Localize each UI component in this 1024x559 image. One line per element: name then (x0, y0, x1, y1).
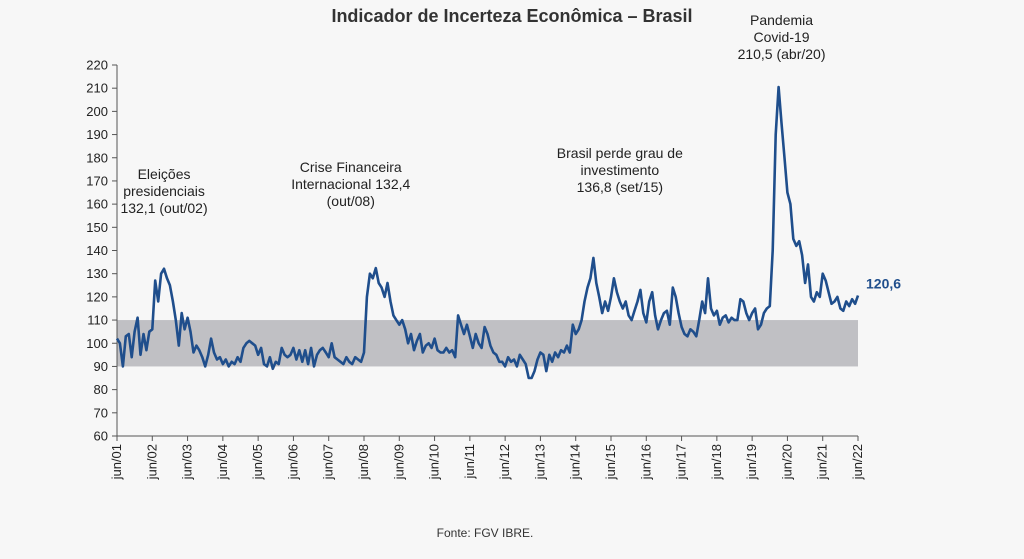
x-tick-label: jun/15 (603, 444, 618, 480)
x-tick-label: jun/03 (180, 444, 195, 480)
x-tick-label: jun/21 (815, 444, 830, 480)
y-tick-label: 130 (86, 266, 108, 281)
x-tick-label: jun/11 (462, 444, 477, 479)
y-tick-label: 190 (86, 127, 108, 142)
annotation-text: Crise Financeira (300, 159, 402, 175)
annotation-text: Eleições (138, 166, 191, 182)
x-tick-label: jun/05 (250, 444, 265, 480)
y-tick-label: 170 (86, 173, 108, 188)
x-tick-label: jun/14 (568, 444, 583, 480)
annotation-text: investimento (581, 162, 660, 178)
y-tick-label: 60 (94, 429, 108, 444)
y-tick-label: 120 (86, 289, 108, 304)
x-tick-label: jun/01 (109, 444, 124, 480)
x-tick-label: jun/16 (638, 444, 653, 480)
annotation-text: presidenciais (123, 183, 205, 199)
x-tick-label: jun/19 (744, 444, 759, 480)
y-tick-label: 160 (86, 197, 108, 212)
chart-source: Fonte: FGV IBRE. (436, 526, 534, 540)
y-tick-label: 200 (86, 104, 108, 119)
x-tick-label: jun/08 (356, 444, 371, 480)
y-tick-label: 140 (86, 243, 108, 258)
y-tick-label: 110 (87, 313, 108, 328)
last-value-label: 120,6 (866, 275, 901, 291)
y-tick-label: 150 (86, 220, 108, 235)
annotation-text: (out/08) (327, 193, 375, 209)
x-tick-label: jun/13 (532, 444, 547, 480)
chart-title: Indicador de Incerteza Econômica – Brasi… (331, 6, 693, 26)
annotation-text: 132,1 (out/02) (120, 200, 207, 216)
x-tick-label: jun/22 (850, 444, 865, 480)
x-tick-label: jun/17 (674, 444, 689, 480)
annotation-text: Internacional 132,4 (291, 176, 410, 192)
x-tick-label: jun/12 (497, 444, 512, 480)
x-tick-label: jun/06 (285, 444, 300, 480)
x-tick-label: jun/10 (427, 444, 442, 480)
annotation-text: Covid-19 (754, 29, 810, 45)
x-tick-label: jun/02 (144, 444, 159, 480)
y-tick-label: 90 (94, 359, 108, 374)
series-line (115, 85, 860, 380)
annotation-text: 136,8 (set/15) (577, 179, 663, 195)
x-tick-label: jun/04 (215, 444, 230, 480)
reference-band (117, 320, 858, 367)
y-tick-label: 100 (86, 336, 108, 351)
y-tick-label: 210 (86, 81, 108, 96)
y-tick-label: 180 (86, 150, 108, 165)
x-tick-label: jun/18 (709, 444, 724, 480)
y-tick-label: 70 (94, 405, 108, 420)
annotation-text: Pandemia (750, 12, 813, 28)
annotation-text: 210,5 (abr/20) (738, 46, 826, 62)
x-tick-label: jun/07 (321, 444, 336, 480)
annotation-text: Brasil perde grau de (557, 145, 683, 161)
y-tick-label: 80 (94, 382, 108, 397)
y-tick-label: 220 (86, 58, 108, 73)
x-tick-label: jun/20 (779, 444, 794, 480)
x-tick-label: jun/09 (391, 444, 406, 480)
